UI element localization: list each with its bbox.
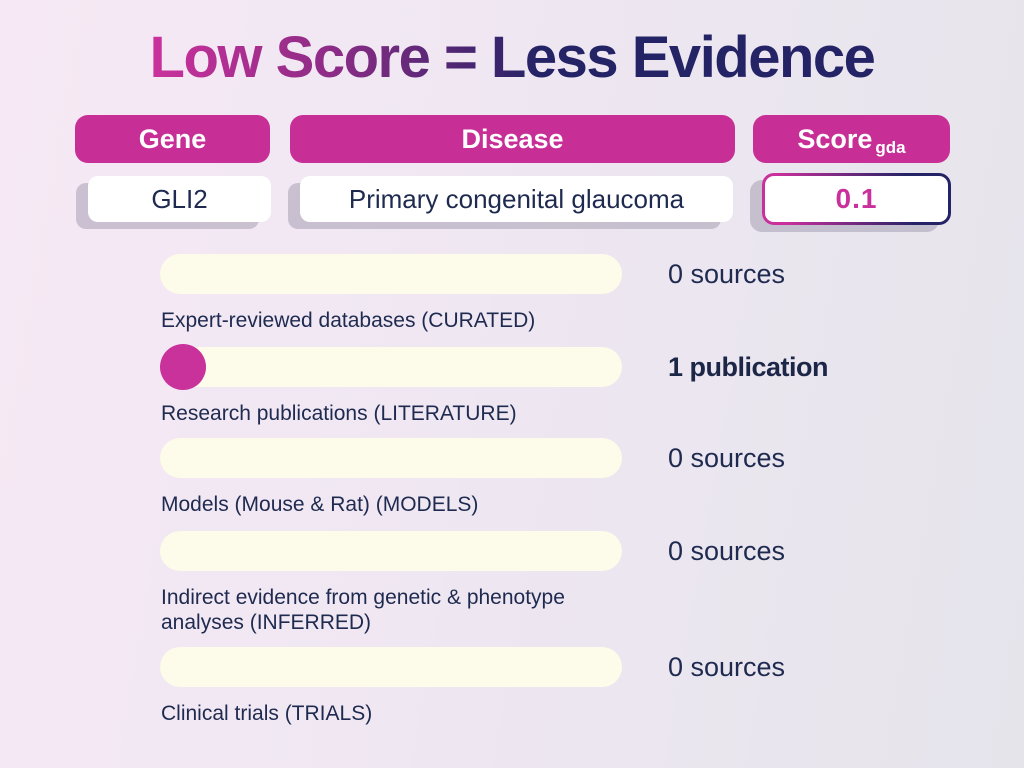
page-title: Low Score = Less Evidence <box>0 24 1024 91</box>
evidence-label-curated: Expert-reviewed databases (CURATED) <box>161 309 536 332</box>
score-header-label: Score <box>797 123 873 154</box>
score-header-subscript: gda <box>875 138 906 157</box>
score-column-header: Score gda <box>753 115 950 163</box>
evidence-label-models: Models (Mouse & Rat) (MODELS) <box>161 493 479 516</box>
evidence-bar-inferred <box>160 531 622 571</box>
disease-value: Primary congenital glaucoma <box>348 183 685 214</box>
evidence-bar-curated <box>160 254 622 294</box>
gene-column-header: Gene <box>75 115 270 163</box>
bar-fill-indicator <box>160 344 207 390</box>
evidence-count-literature: 1 publication <box>668 352 829 382</box>
evidence-label-inferred: Indirect evidence from genetic & phenoty… <box>161 586 565 634</box>
evidence-count-trials: 0 sources <box>668 652 786 682</box>
score-value-box: 0.1 <box>762 173 951 225</box>
score-value: 0.1 <box>765 176 948 222</box>
disease-value-box: Primary congenital glaucoma <box>300 176 733 222</box>
evidence-count-inferred: 0 sources <box>668 536 786 566</box>
gene-header-label: Gene <box>138 123 207 154</box>
evidence-label-trials: Clinical trials (TRIALS) <box>161 702 373 725</box>
evidence-count-models: 0 sources <box>668 443 786 473</box>
evidence-count-curated: 0 sources <box>668 259 786 289</box>
disease-header-label: Disease <box>461 123 564 154</box>
evidence-label-literature: Research publications (LITERATURE) <box>161 402 517 425</box>
gene-value: GLI2 <box>151 183 208 214</box>
evidence-bar-models <box>160 438 622 478</box>
disease-column-header: Disease <box>290 115 735 163</box>
gene-value-box: GLI2 <box>88 176 271 222</box>
evidence-bar-trials <box>160 647 622 687</box>
evidence-bar-literature <box>160 344 622 390</box>
